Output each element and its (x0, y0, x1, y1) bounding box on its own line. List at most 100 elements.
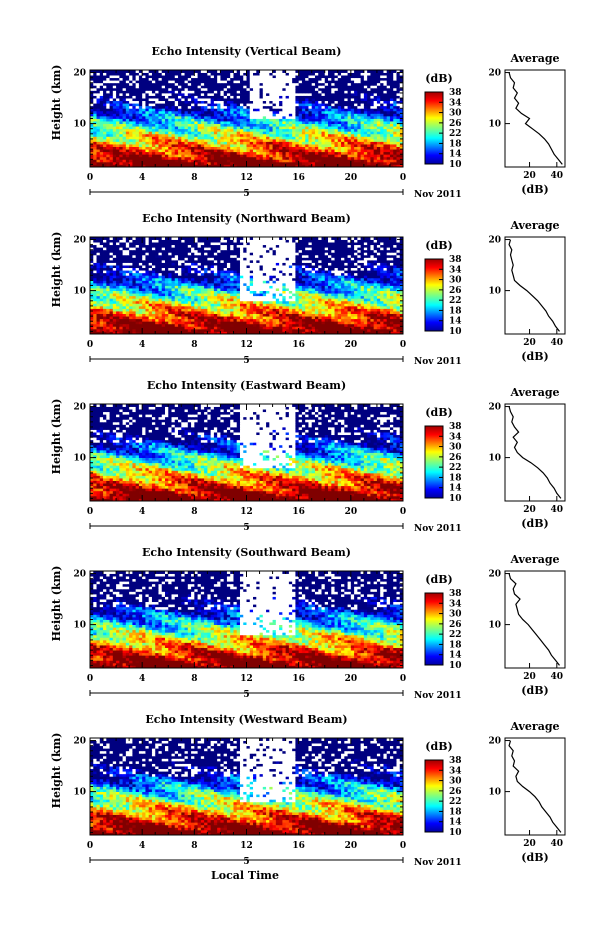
heatmap-cell (155, 303, 159, 306)
heatmap-cell (344, 136, 348, 139)
heatmap-cell (103, 101, 107, 104)
heatmap-cell (396, 159, 400, 162)
heatmap-cell (217, 96, 221, 99)
heatmap-cell (139, 141, 143, 144)
heatmap-cell (110, 316, 114, 319)
heatmap-cell (325, 129, 329, 132)
heatmap-cell (328, 324, 332, 327)
heatmap-cell (211, 144, 215, 147)
heatmap-cell (357, 108, 361, 111)
heatmap-cell (335, 326, 339, 329)
heatmap-cell (240, 121, 244, 124)
heatmap-cell (273, 111, 277, 114)
heatmap-cell (227, 124, 231, 127)
heatmap-cell (149, 321, 153, 324)
heatmap-cell (364, 85, 368, 88)
heatmap-cell (224, 147, 228, 150)
heatmap-cell (110, 101, 114, 104)
heatmap-cell (139, 134, 143, 137)
heatmap-cell (289, 316, 293, 319)
heatmap-cell (217, 149, 221, 152)
heatmap-cell (325, 159, 329, 162)
heatmap-cell (136, 106, 140, 109)
heatmap-cell (175, 326, 179, 329)
heatmap-cell (126, 154, 130, 157)
heatmap-cell (149, 136, 153, 139)
heatmap-cell (220, 73, 224, 76)
heatmap-cell (123, 98, 127, 101)
heatmap-cell (276, 303, 280, 306)
heatmap-cell (207, 303, 211, 306)
heatmap-cell (142, 306, 146, 309)
heatmap-cell (361, 90, 365, 93)
heatmap-cell (354, 116, 358, 119)
heatmap-cell (299, 314, 303, 317)
heatmap-cell (247, 319, 251, 322)
heatmap-cell (188, 311, 192, 314)
heatmap-cell (191, 85, 195, 88)
heatmap-cell (380, 144, 384, 147)
heatmap-cell (374, 303, 378, 306)
heatmap-cell (354, 83, 358, 86)
heatmap-cell (116, 301, 120, 304)
heatmap-cell (126, 314, 130, 317)
heatmap-cell (318, 108, 322, 111)
heatmap-cell (357, 303, 361, 306)
heatmap-cell (377, 103, 381, 106)
heatmap-cell (198, 121, 202, 124)
heatmap-cell (227, 303, 231, 306)
heatmap-cell (325, 329, 329, 332)
heatmap-cell (364, 134, 368, 137)
heatmap-cell (100, 306, 104, 309)
heatmap-cell (227, 149, 231, 152)
heatmap-cell (321, 98, 325, 101)
heatmap-cell (198, 90, 202, 93)
heatmap-cell (315, 306, 319, 309)
heatmap-cell (230, 124, 234, 127)
heatmap-cell (97, 134, 101, 137)
heatmap-cell (396, 314, 400, 317)
x-tick-label: 8 (191, 173, 197, 183)
heatmap-cell (145, 141, 149, 144)
heatmap-cell (387, 159, 391, 162)
heatmap-cell (361, 101, 365, 104)
heatmap-cell (136, 85, 140, 88)
heatmap-cell (390, 96, 394, 99)
heatmap-cell (269, 113, 273, 116)
heatmap-cell (354, 119, 358, 122)
heatmap-cell (295, 85, 299, 88)
heatmap-cell (152, 103, 156, 106)
heatmap-cell (348, 136, 352, 139)
heatmap-cell (126, 96, 130, 99)
heatmap-cell (295, 111, 299, 114)
heatmap-cell (354, 108, 358, 111)
heatmap-cell (136, 139, 140, 142)
heatmap-cell (357, 308, 361, 311)
heatmap-cell (393, 131, 397, 134)
heatmap-cell (207, 144, 211, 147)
heatmap-cell (263, 139, 267, 142)
heatmap-cell (194, 324, 198, 327)
heatmap-cell (168, 93, 172, 96)
heatmap-cell (194, 306, 198, 309)
heatmap-cell (224, 329, 228, 332)
heatmap-cell (149, 85, 153, 88)
heatmap-cell (152, 131, 156, 134)
heatmap-cell (110, 144, 114, 147)
heatmap-cell (227, 141, 231, 144)
heatmap-cell (295, 98, 299, 101)
heatmap-cell (253, 106, 257, 109)
heatmap-cell (162, 141, 166, 144)
heatmap-cell (364, 106, 368, 109)
heatmap-cell (178, 131, 182, 134)
heatmap-cell (299, 159, 303, 162)
heatmap-cell (374, 88, 378, 91)
heatmap-cell (243, 126, 247, 129)
heatmap-cell (380, 88, 384, 91)
heatmap-cell (387, 319, 391, 322)
heatmap-cell (227, 111, 231, 114)
heatmap-cell (158, 78, 162, 81)
heatmap-cell (207, 147, 211, 150)
heatmap-cell (380, 83, 384, 86)
heatmap-cell (260, 326, 264, 329)
